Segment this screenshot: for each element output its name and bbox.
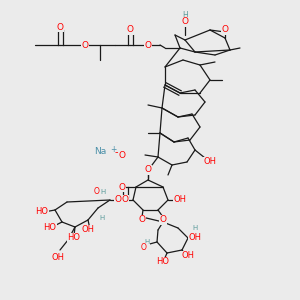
Text: O: O xyxy=(82,40,88,50)
Text: O: O xyxy=(118,182,125,191)
Text: HO: HO xyxy=(35,208,49,217)
Text: +: + xyxy=(110,146,116,154)
Text: O: O xyxy=(94,188,100,196)
Text: O: O xyxy=(145,40,152,50)
Text: O: O xyxy=(145,166,152,175)
Text: O: O xyxy=(118,152,125,160)
Text: O: O xyxy=(122,196,128,205)
Text: O: O xyxy=(182,17,188,26)
Text: HO: HO xyxy=(44,224,56,232)
Text: H: H xyxy=(192,225,198,231)
Text: -: - xyxy=(114,147,118,157)
Text: OH: OH xyxy=(82,226,94,235)
Text: O: O xyxy=(56,22,64,32)
Text: OH: OH xyxy=(173,196,187,205)
Text: H: H xyxy=(144,239,150,245)
Text: H: H xyxy=(100,189,106,195)
Text: O: O xyxy=(141,244,147,253)
Text: H: H xyxy=(182,11,188,20)
Text: O: O xyxy=(221,26,229,34)
Text: OH: OH xyxy=(182,251,194,260)
Text: O: O xyxy=(115,196,122,205)
Text: O: O xyxy=(139,215,145,224)
Text: O: O xyxy=(160,215,167,224)
Text: OH: OH xyxy=(188,232,202,242)
Text: H: H xyxy=(99,215,105,221)
Text: OH: OH xyxy=(203,158,217,166)
Text: Na: Na xyxy=(94,148,106,157)
Text: OH: OH xyxy=(52,253,64,262)
Text: HO: HO xyxy=(157,257,169,266)
Text: O: O xyxy=(127,26,134,34)
Text: HO: HO xyxy=(68,233,80,242)
